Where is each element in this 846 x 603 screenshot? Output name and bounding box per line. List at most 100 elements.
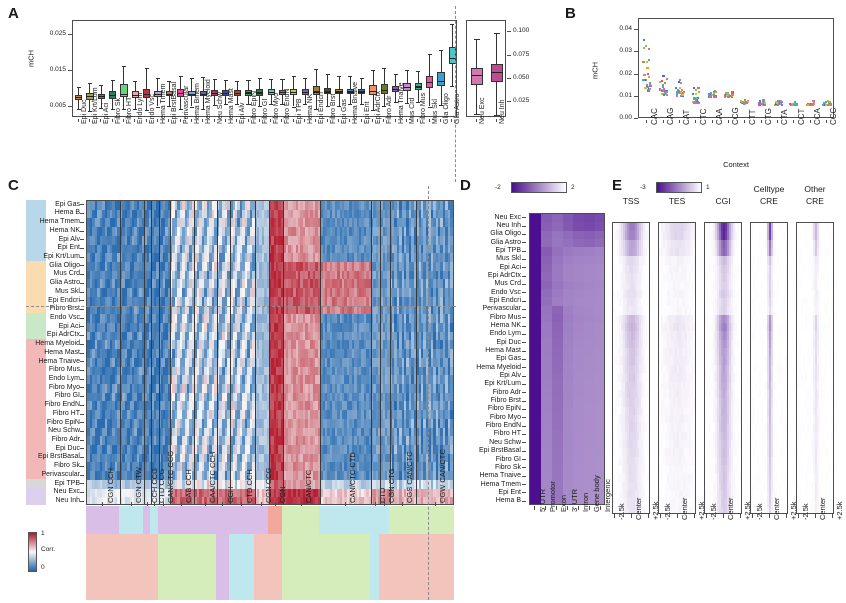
row-label: Endo Lym [49, 375, 80, 382]
whisker-cap-upper [416, 71, 420, 72]
row-label: Fibro EpiN [47, 419, 80, 426]
whisker-cap-upper [224, 80, 228, 81]
row-label: Endo Vsc [50, 314, 80, 321]
whisker-cap-upper [326, 74, 330, 75]
scatter-point [780, 100, 782, 102]
median-line [491, 72, 503, 73]
x-tick-mark [225, 119, 226, 122]
x-tick-mark [293, 119, 294, 122]
scatter-point [812, 100, 814, 102]
y-tick-label: 0.025 [513, 97, 543, 104]
scatter-point [710, 95, 712, 97]
whisker-cap-upper [371, 70, 375, 71]
row-tick [80, 353, 84, 354]
row-label: Hema Myeloid [35, 340, 80, 347]
scatter-point [666, 94, 668, 96]
y-tick-mark [68, 34, 72, 35]
x-tick-mark [214, 119, 215, 122]
panel-a-ylabel-wrap: mCH [24, 40, 38, 80]
x-tick-mark [810, 120, 811, 123]
row-tick [80, 361, 84, 362]
row-label: Hema NK [50, 227, 80, 234]
row-label: Hema Mast [44, 349, 80, 356]
scatter-point [695, 89, 697, 91]
row-tick [80, 431, 84, 432]
x-tick-label: Endo Lym [137, 93, 144, 124]
row-label: Fibro Mus [49, 366, 80, 373]
row-label: Epi Krt/Lum [43, 253, 80, 260]
scatter-point [694, 98, 696, 100]
y-tick-label: 0.04 [596, 25, 632, 32]
row-tick [80, 318, 84, 319]
scatter-point [648, 76, 650, 78]
scatter-point [693, 102, 695, 104]
column-block-separator [283, 201, 284, 505]
x-tick-mark [134, 119, 135, 122]
row-label: Epi Aci [59, 323, 80, 330]
x-tick-label: Fibro HT [126, 97, 133, 124]
row-tick [80, 457, 84, 458]
scatter-point [646, 67, 648, 69]
scatter-point [649, 88, 651, 90]
column-block-separator [371, 201, 372, 505]
y-tick-label: 0.00 [596, 114, 632, 121]
x-tick-label: CCT [797, 109, 806, 125]
row-tick [80, 370, 84, 371]
x-tick-mark [202, 119, 203, 122]
x-tick-label: CTG [764, 108, 773, 125]
scatter-point [648, 48, 650, 50]
x-tick-mark [180, 119, 181, 122]
scatter-point [698, 87, 700, 89]
whisker-cap-upper [111, 80, 115, 81]
x-tick-mark [417, 119, 418, 122]
x-tick-label: Epi Krt/Lum [92, 87, 99, 124]
row-label: Mus Crd [54, 270, 80, 277]
row-label: Mus Skl [55, 288, 80, 295]
whisker-cap-upper [439, 50, 443, 51]
y-tick-label: 0.100 [513, 27, 543, 34]
scatter-point [741, 101, 743, 103]
x-tick-mark [157, 119, 158, 122]
x-tick-mark [728, 120, 729, 123]
y-tick-label: 0.050 [513, 74, 543, 81]
row-tick [80, 492, 84, 493]
x-tick-mark [100, 119, 101, 122]
x-tick-mark [793, 120, 794, 123]
whisker-cap-lower [213, 105, 217, 106]
x-tick-mark [744, 120, 745, 123]
scatter-point [647, 73, 649, 75]
x-tick-label: Epi Alv [239, 103, 246, 124]
scatter-point [807, 104, 809, 106]
scatter-point [662, 75, 664, 77]
scatter-point [698, 91, 700, 93]
row-tick [80, 257, 84, 258]
scatter-point [822, 104, 824, 106]
panel-b-yaxis: 0.00 0.01 0.02 0.03 0.04 [596, 18, 638, 118]
whisker-cap-upper [348, 76, 352, 77]
scatter-point [714, 90, 716, 92]
scatter-point [644, 87, 646, 89]
scatter-point [830, 103, 832, 105]
y-tick-label: 0.02 [596, 70, 632, 77]
x-tick-label: Fibro EndN [284, 89, 291, 124]
scatter-point [678, 91, 680, 93]
x-tick-label: Epi Duc [81, 99, 88, 124]
whisker-cap-upper [179, 76, 183, 77]
scatter-point [762, 99, 764, 101]
row-label: Epi TPB [54, 480, 80, 487]
scatter-point [682, 94, 684, 96]
x-tick-mark [78, 119, 79, 122]
row-tick [80, 414, 84, 415]
x-tick-label: Epi AdrCtx [375, 91, 382, 124]
column-block-separator [120, 201, 121, 505]
whisker-cap-upper [190, 78, 194, 79]
scatter-point [731, 91, 733, 93]
panel-b-plot [638, 18, 834, 118]
scatter-point [649, 82, 651, 84]
x-tick-label: Neu Inh [499, 99, 506, 124]
x-tick-mark [496, 119, 497, 122]
whisker-cap-upper [394, 74, 398, 75]
whisker-cap-lower [145, 110, 149, 111]
row-label: Epi Ent [57, 244, 80, 251]
x-tick-label: Neu Exc [479, 98, 486, 124]
